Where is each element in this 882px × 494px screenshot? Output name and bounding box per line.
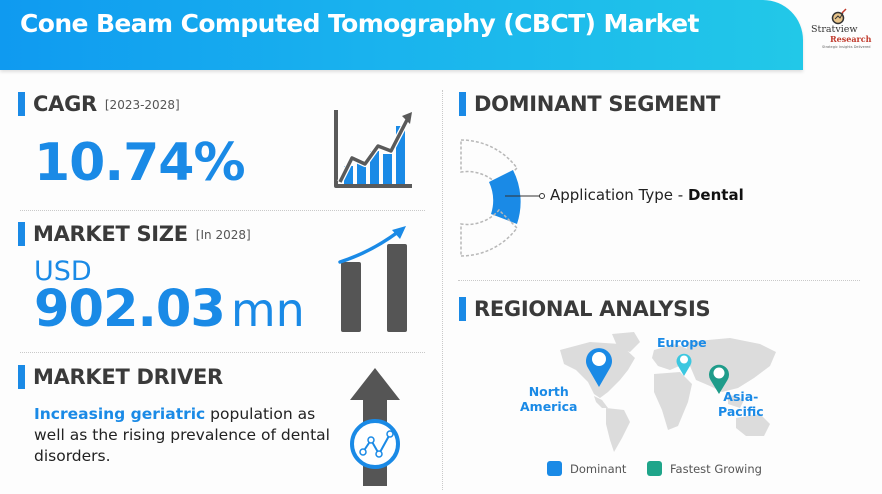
cagr-title: CAGR (33, 92, 97, 116)
legend-swatch-dominant (547, 461, 562, 476)
europe-pin-icon (676, 353, 692, 376)
region-name-line1: Asia- (723, 389, 759, 404)
segment-value: Dental (687, 186, 744, 204)
legend-dominant: Dominant (547, 461, 626, 476)
region-name-line2: America (520, 399, 578, 414)
regional-analysis-heading: REGIONAL ANALYSIS (459, 297, 711, 321)
logo-brand-research: Research (830, 34, 872, 44)
region-europe-label: Europe (657, 335, 707, 350)
region-asia-pacific-label: Asia- Pacific (718, 389, 764, 419)
page-title: Cone Beam Computed Tomography (CBCT) Mar… (20, 9, 699, 38)
segment-prefix: Application Type - (550, 186, 688, 204)
regional-analysis-title: REGIONAL ANALYSIS (474, 297, 711, 321)
stratview-logo: Stratview Research Strategic Insights De… (808, 8, 878, 58)
bar-growth-icon (338, 226, 407, 332)
divider-size-driver (20, 352, 425, 353)
region-name-line1: Europe (657, 335, 707, 350)
header-banner: Cone Beam Computed Tomography (CBCT) Mar… (0, 0, 803, 70)
driver-text: population as well as the rising prevale… (34, 405, 330, 465)
market-size-unit: mn (230, 283, 305, 337)
driver-highlight: Increasing geriatric (34, 405, 206, 423)
section-accent-bar (459, 297, 466, 321)
market-size-title: MARKET SIZE (33, 222, 188, 246)
logo-tagline: Strategic Insights Delivered (822, 45, 871, 49)
legend-swatch-fastest-growing (647, 461, 662, 476)
market-size-heading: MARKET SIZE [In 2028] (18, 222, 251, 246)
cagr-period: [2023-2028] (104, 98, 180, 112)
market-size-value-group: 902.03 mn (34, 280, 305, 339)
legend-label: Fastest Growing (670, 461, 762, 476)
section-accent-bar (18, 92, 25, 116)
region-name-line2: Pacific (718, 404, 764, 419)
legend-label: Dominant (570, 461, 627, 476)
market-driver-description: Increasing geriatric population as well … (34, 404, 334, 467)
dominant-segment-heading: DOMINANT SEGMENT (459, 92, 720, 116)
region-north-america-label: North America (520, 384, 577, 414)
region-name-line1: North (528, 384, 569, 399)
market-size-year: [In 2028] (195, 228, 251, 242)
dominant-segment-label: Application Type - Dental (550, 186, 744, 204)
legend-fastest-growing: Fastest Growing (647, 461, 762, 476)
market-driver-title: MARKET DRIVER (33, 365, 223, 389)
asia-pacific-pin-icon (709, 364, 729, 394)
divider-segment-regional (458, 280, 860, 281)
market-driver-heading: MARKET DRIVER (18, 365, 223, 389)
section-accent-bar (18, 365, 25, 389)
section-accent-bar (18, 222, 25, 246)
up-arrow-trend-icon (350, 368, 400, 486)
divider-cagr-size (20, 210, 425, 211)
magnifier-logo-icon (831, 8, 847, 25)
dominant-segment-title: DOMINANT SEGMENT (474, 92, 721, 116)
market-size-currency: USD (34, 256, 92, 287)
cagr-value: 10.74% (34, 133, 246, 193)
cagr-heading: CAGR [2023-2028] (18, 92, 180, 116)
section-accent-bar (459, 92, 466, 116)
growth-chart-icon (334, 110, 412, 188)
north-america-pin-icon (586, 348, 612, 387)
market-size-value: 902.03 (34, 280, 226, 339)
segment-arc-icon (460, 139, 545, 257)
vertical-divider (442, 90, 443, 490)
logo-brand-stratview: Stratview (811, 24, 858, 35)
